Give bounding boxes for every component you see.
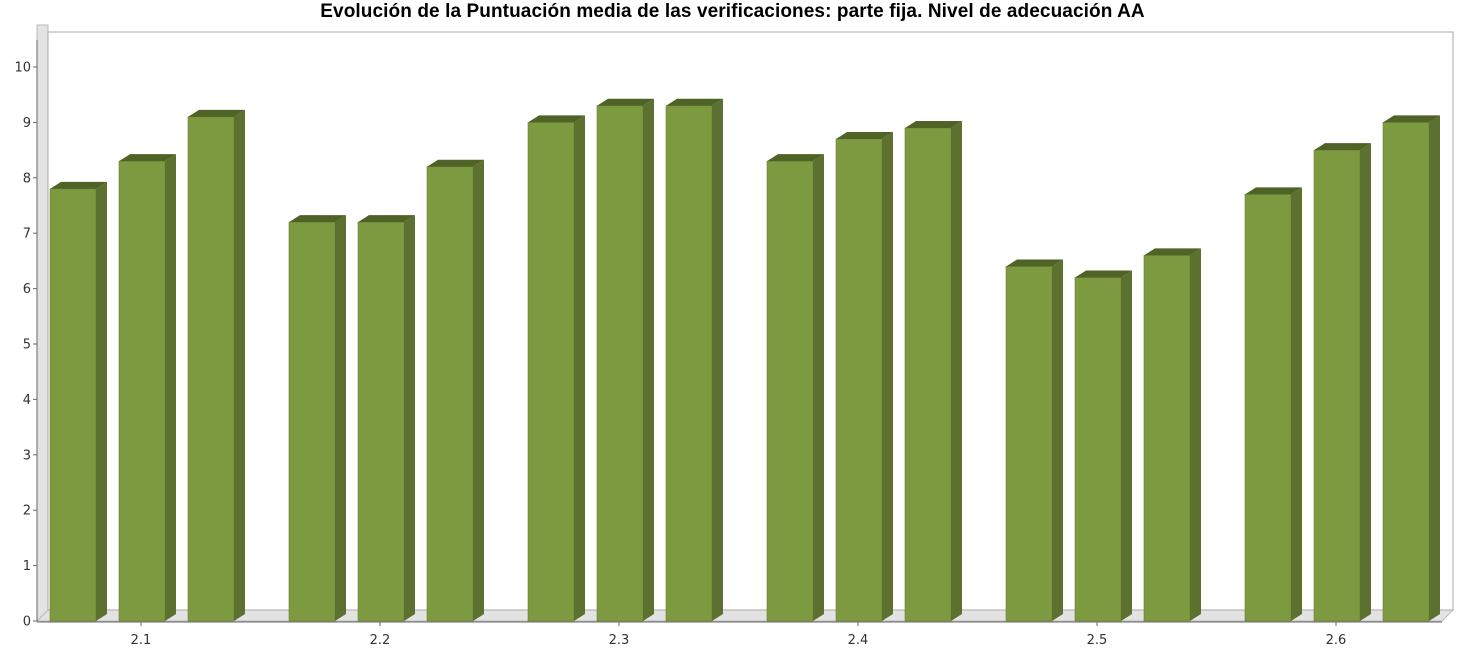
y-tick-label: 8 xyxy=(23,171,31,186)
bar xyxy=(49,181,107,622)
y-tick-label: 0 xyxy=(23,615,31,630)
bar-top xyxy=(1144,248,1201,256)
bar-front xyxy=(527,122,575,622)
bar-top xyxy=(666,98,723,106)
bar xyxy=(288,215,346,622)
bar-front xyxy=(1005,266,1053,622)
bar-top xyxy=(50,181,107,189)
bar xyxy=(1382,115,1440,622)
bar-top xyxy=(1245,187,1302,195)
bar xyxy=(596,98,654,622)
bar-top xyxy=(289,215,346,223)
bar-front xyxy=(49,188,97,622)
bar xyxy=(1074,270,1132,622)
bar-front xyxy=(904,127,952,622)
bar-top xyxy=(1006,259,1063,267)
bar-top xyxy=(119,154,176,162)
x-axis: 2.1 2.2 2.3 2.4 2.5 2.6 xyxy=(37,621,1442,648)
bar xyxy=(766,154,824,622)
bar-front xyxy=(426,166,474,622)
bar-front xyxy=(187,116,235,622)
bar-side xyxy=(1121,270,1132,621)
bar-side xyxy=(165,154,176,621)
bar-front xyxy=(288,221,336,622)
bar-side xyxy=(882,132,893,621)
y-tick-label: 4 xyxy=(23,393,31,408)
bar-top xyxy=(597,98,654,106)
x-tick-label: 2.2 xyxy=(370,633,391,648)
bar xyxy=(665,98,723,622)
bar-front xyxy=(1244,194,1292,622)
bar-side xyxy=(712,98,723,621)
bar xyxy=(426,159,484,622)
bar-front xyxy=(1313,149,1361,622)
bar-side xyxy=(813,154,824,621)
chart-back-wall xyxy=(47,31,1454,611)
y-tick-label: 3 xyxy=(23,448,31,463)
bar-side xyxy=(951,120,962,621)
y-tick-label: 6 xyxy=(23,282,31,297)
bar-front xyxy=(1074,277,1122,622)
bar xyxy=(1244,187,1302,622)
bar xyxy=(1143,248,1201,622)
bar-side xyxy=(473,159,484,621)
bar-front xyxy=(357,221,405,622)
bar-top xyxy=(528,115,585,123)
x-tick-label: 2.1 xyxy=(131,633,152,648)
bar-front xyxy=(766,160,814,622)
y-tick-label: 9 xyxy=(23,116,31,131)
chart-walls xyxy=(35,24,1455,623)
bar-front xyxy=(1143,255,1191,622)
bar-front xyxy=(596,105,644,622)
bar-side xyxy=(1429,115,1440,622)
bar xyxy=(1313,143,1371,622)
chart-floor xyxy=(35,609,1455,622)
y-axis: 0 1 2 3 4 5 6 7 8 9 10 xyxy=(14,40,38,630)
bar-top xyxy=(188,109,245,117)
bar-front xyxy=(1382,122,1430,622)
bar xyxy=(1005,259,1063,622)
bar-side xyxy=(574,115,585,622)
y-tick-label: 10 xyxy=(14,61,31,76)
bar-top xyxy=(1075,270,1132,278)
bar xyxy=(904,120,962,622)
bar-top xyxy=(905,120,962,128)
bar xyxy=(835,132,893,622)
x-tick-label: 2.4 xyxy=(848,633,869,648)
bar-side xyxy=(1291,187,1302,622)
chart-title: Evolución de la Puntuación media de las … xyxy=(320,1,1145,22)
bar-top xyxy=(767,154,824,162)
bar-side xyxy=(1360,143,1371,621)
bar xyxy=(118,154,176,622)
x-tick-label: 2.5 xyxy=(1087,633,1108,648)
x-tick-label: 2.3 xyxy=(609,633,630,648)
chart-left-wall xyxy=(36,24,49,623)
y-tick-label: 7 xyxy=(23,227,31,242)
bar-side xyxy=(335,215,346,621)
y-tick-label: 5 xyxy=(23,338,31,353)
bar-side xyxy=(1052,259,1063,621)
bar-side xyxy=(404,215,415,621)
bar-top xyxy=(427,159,484,167)
x-tick-label: 2.6 xyxy=(1326,633,1347,648)
bar xyxy=(527,115,585,622)
bar-top xyxy=(836,132,893,140)
bar-front xyxy=(118,160,166,622)
bar-side xyxy=(234,109,245,622)
bars xyxy=(49,98,1440,622)
bar-front xyxy=(665,105,713,622)
y-tick-label: 2 xyxy=(23,504,31,519)
bar-side xyxy=(96,181,107,621)
bar xyxy=(357,215,415,622)
bar xyxy=(187,109,245,622)
bar-top xyxy=(1314,143,1371,151)
bar-side xyxy=(643,98,654,621)
bar-top xyxy=(358,215,415,223)
bar-front xyxy=(835,138,883,622)
bar-side xyxy=(1190,248,1201,622)
bar-top xyxy=(1383,115,1440,123)
y-tick-label: 1 xyxy=(23,559,31,574)
